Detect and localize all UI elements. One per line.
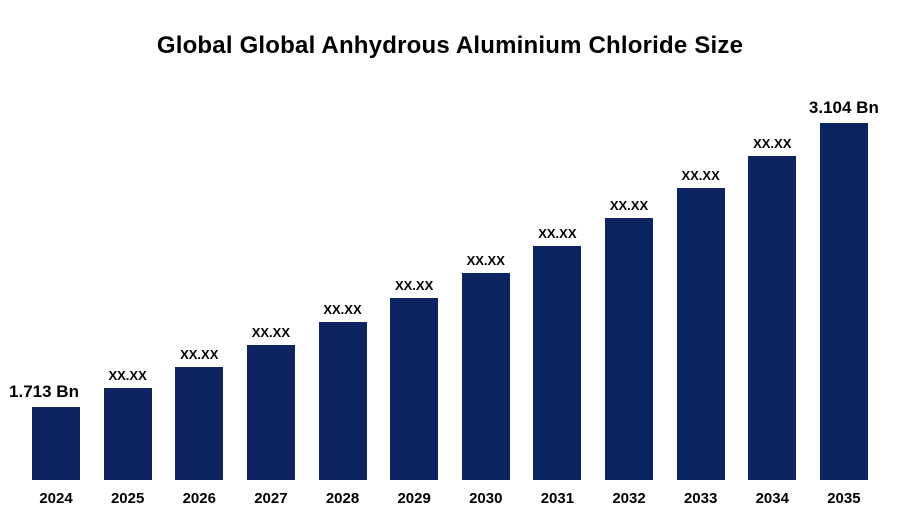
bar-value-label: XX.XX bbox=[753, 136, 792, 151]
x-axis-tick-label: 2024 bbox=[39, 490, 73, 507]
bar-column: 1.713 Bn 2024 bbox=[9, 382, 86, 507]
bar-column: XX.XX 2033 bbox=[671, 168, 731, 507]
x-axis-tick-label: 2035 bbox=[827, 490, 861, 507]
bar-column: XX.XX 2034 bbox=[742, 136, 802, 507]
bar-value-label: XX.XX bbox=[466, 253, 505, 268]
bar-column: 3.104 Bn 2035 bbox=[809, 98, 879, 507]
x-axis-tick-label: 2034 bbox=[755, 490, 789, 507]
bar-chart: 1.713 Bn 2024 XX.XX 2025 XX.XX 2026 XX.XX 2027 X… bbox=[9, 87, 886, 507]
bar-value-label: XX.XX bbox=[323, 302, 362, 317]
bar-column: XX.XX 2029 bbox=[384, 278, 444, 507]
bar bbox=[605, 218, 653, 480]
bar-column: XX.XX 2027 bbox=[241, 325, 301, 507]
x-axis-tick-label: 2032 bbox=[612, 490, 646, 507]
x-axis-tick-label: 2031 bbox=[540, 490, 575, 507]
bar-column: XX.XX 2025 bbox=[98, 368, 158, 507]
bar-column: XX.XX 2032 bbox=[599, 198, 659, 507]
bar bbox=[318, 322, 367, 480]
bar bbox=[32, 407, 80, 480]
bar bbox=[676, 188, 725, 480]
bar-value-label: 3.104 Bn bbox=[808, 98, 879, 117]
x-axis-tick-label: 2026 bbox=[182, 490, 216, 507]
bar-column: XX.XX 2031 bbox=[527, 226, 587, 507]
bar-column: XX.XX 2028 bbox=[313, 302, 373, 507]
bar-column: XX.XX 2026 bbox=[169, 347, 229, 507]
x-axis-tick-label: 2027 bbox=[254, 490, 288, 507]
bar-value-label: XX.XX bbox=[180, 347, 219, 362]
bar bbox=[246, 345, 295, 480]
bar-value-label: XX.XX bbox=[251, 325, 291, 340]
bar-value-label: XX.XX bbox=[108, 368, 147, 383]
bar bbox=[461, 273, 510, 480]
bar bbox=[748, 156, 797, 480]
bar-value-label: XX.XX bbox=[538, 226, 577, 241]
bar-value-label: XX.XX bbox=[609, 198, 649, 213]
bar-column: XX.XX 2030 bbox=[456, 253, 516, 507]
x-axis-tick-label: 2033 bbox=[683, 490, 718, 507]
x-axis-tick-label: 2028 bbox=[325, 490, 360, 507]
chart-title: Global Global Anhydrous Aluminium Chlori… bbox=[156, 32, 744, 59]
bar-value-label: XX.XX bbox=[681, 168, 720, 183]
bar-value-label: XX.XX bbox=[394, 278, 434, 293]
x-axis-tick-label: 2025 bbox=[110, 490, 145, 507]
bar bbox=[533, 246, 582, 480]
x-axis-tick-label: 2030 bbox=[469, 490, 503, 507]
bar bbox=[175, 367, 224, 480]
x-axis-tick-label: 2029 bbox=[397, 490, 431, 507]
bar bbox=[103, 388, 152, 480]
bar-value-label: 1.713 Bn bbox=[9, 382, 79, 401]
bar bbox=[819, 123, 868, 480]
bar bbox=[390, 298, 439, 480]
